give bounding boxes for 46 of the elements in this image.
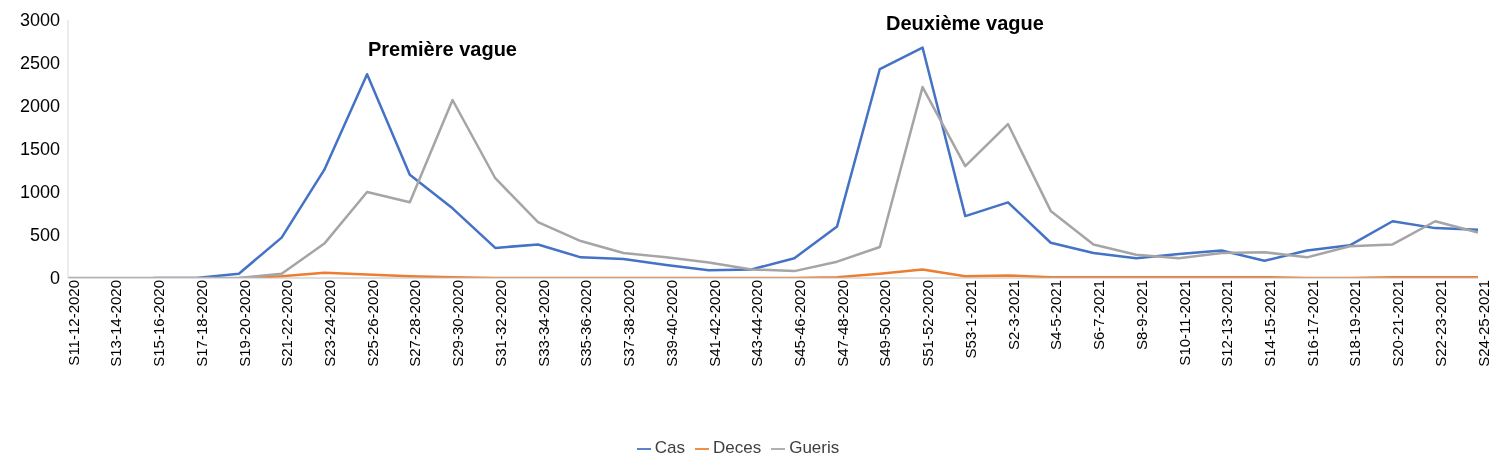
x-tick-label: S29-30-2020 bbox=[449, 280, 467, 367]
x-tick-label: S23-24-2020 bbox=[321, 280, 339, 367]
x-tick-label: S37-38-2020 bbox=[620, 280, 638, 367]
y-tick-label: 1000 bbox=[19, 182, 60, 203]
x-tick-label: S27-28-2020 bbox=[406, 280, 424, 367]
x-tick-label: S20-21-2021 bbox=[1389, 280, 1407, 367]
x-tick-label: S25-26-2020 bbox=[363, 280, 381, 367]
x-tick-label: S35-36-2020 bbox=[577, 280, 595, 367]
x-tick-label: S24-25-2021 bbox=[1474, 280, 1492, 367]
y-tick-label: 3000 bbox=[19, 10, 60, 31]
x-tick-label: S47-48-2020 bbox=[833, 280, 851, 367]
x-tick-label: S2-3-2021 bbox=[1004, 280, 1022, 351]
y-tick-label: 1500 bbox=[19, 139, 60, 160]
x-tick-label: S15-16-2020 bbox=[150, 280, 168, 367]
x-tick-label: S6-7-2021 bbox=[1090, 280, 1108, 351]
x-tick-label: S39-40-2020 bbox=[662, 280, 680, 367]
x-tick-label: S51-52-2020 bbox=[919, 280, 937, 367]
x-tick-label: S22-23-2021 bbox=[1431, 280, 1449, 367]
y-tick-label: 0 bbox=[49, 268, 60, 289]
legend-label: Deces bbox=[712, 438, 762, 457]
y-tick-label: 2000 bbox=[19, 96, 60, 117]
x-tick-label: S49-50-2020 bbox=[876, 280, 894, 367]
x-tick-label: S4-5-2021 bbox=[1047, 280, 1065, 351]
x-tick-label: S13-14-2020 bbox=[107, 280, 125, 367]
x-tick-label: S21-22-2020 bbox=[278, 280, 296, 367]
legend-label: Gueris bbox=[789, 438, 840, 457]
x-tick-label: S10-11-2021 bbox=[1175, 280, 1193, 366]
x-tick-label: S19-20-2020 bbox=[235, 280, 253, 367]
y-tick-label: 500 bbox=[29, 225, 60, 246]
x-tick-label: S14-15-2021 bbox=[1261, 280, 1279, 367]
x-tick-label: S8-9-2021 bbox=[1132, 280, 1150, 351]
x-tick-label: S33-34-2020 bbox=[534, 280, 552, 367]
x-tick-label: S45-46-2020 bbox=[791, 280, 809, 367]
legend-label: Cas bbox=[654, 438, 685, 457]
y-tick-label: 2500 bbox=[19, 53, 60, 74]
x-tick-label: S16-17-2021 bbox=[1303, 280, 1321, 367]
x-tick-label: S18-19-2021 bbox=[1346, 280, 1364, 367]
x-tick-label: S31-32-2020 bbox=[491, 280, 509, 367]
annotation: Deuxième vague bbox=[886, 12, 1044, 35]
x-tick-label: S17-18-2020 bbox=[192, 280, 210, 367]
x-tick-label: S43-44-2020 bbox=[748, 280, 766, 367]
x-tick-label: S53-1-2021 bbox=[961, 280, 979, 359]
annotation: Première vague bbox=[368, 38, 517, 61]
x-tick-label: S12-13-2021 bbox=[1218, 280, 1236, 367]
x-tick-label: S41-42-2020 bbox=[705, 280, 723, 367]
x-tick-label: S11-12-2020 bbox=[64, 280, 82, 366]
